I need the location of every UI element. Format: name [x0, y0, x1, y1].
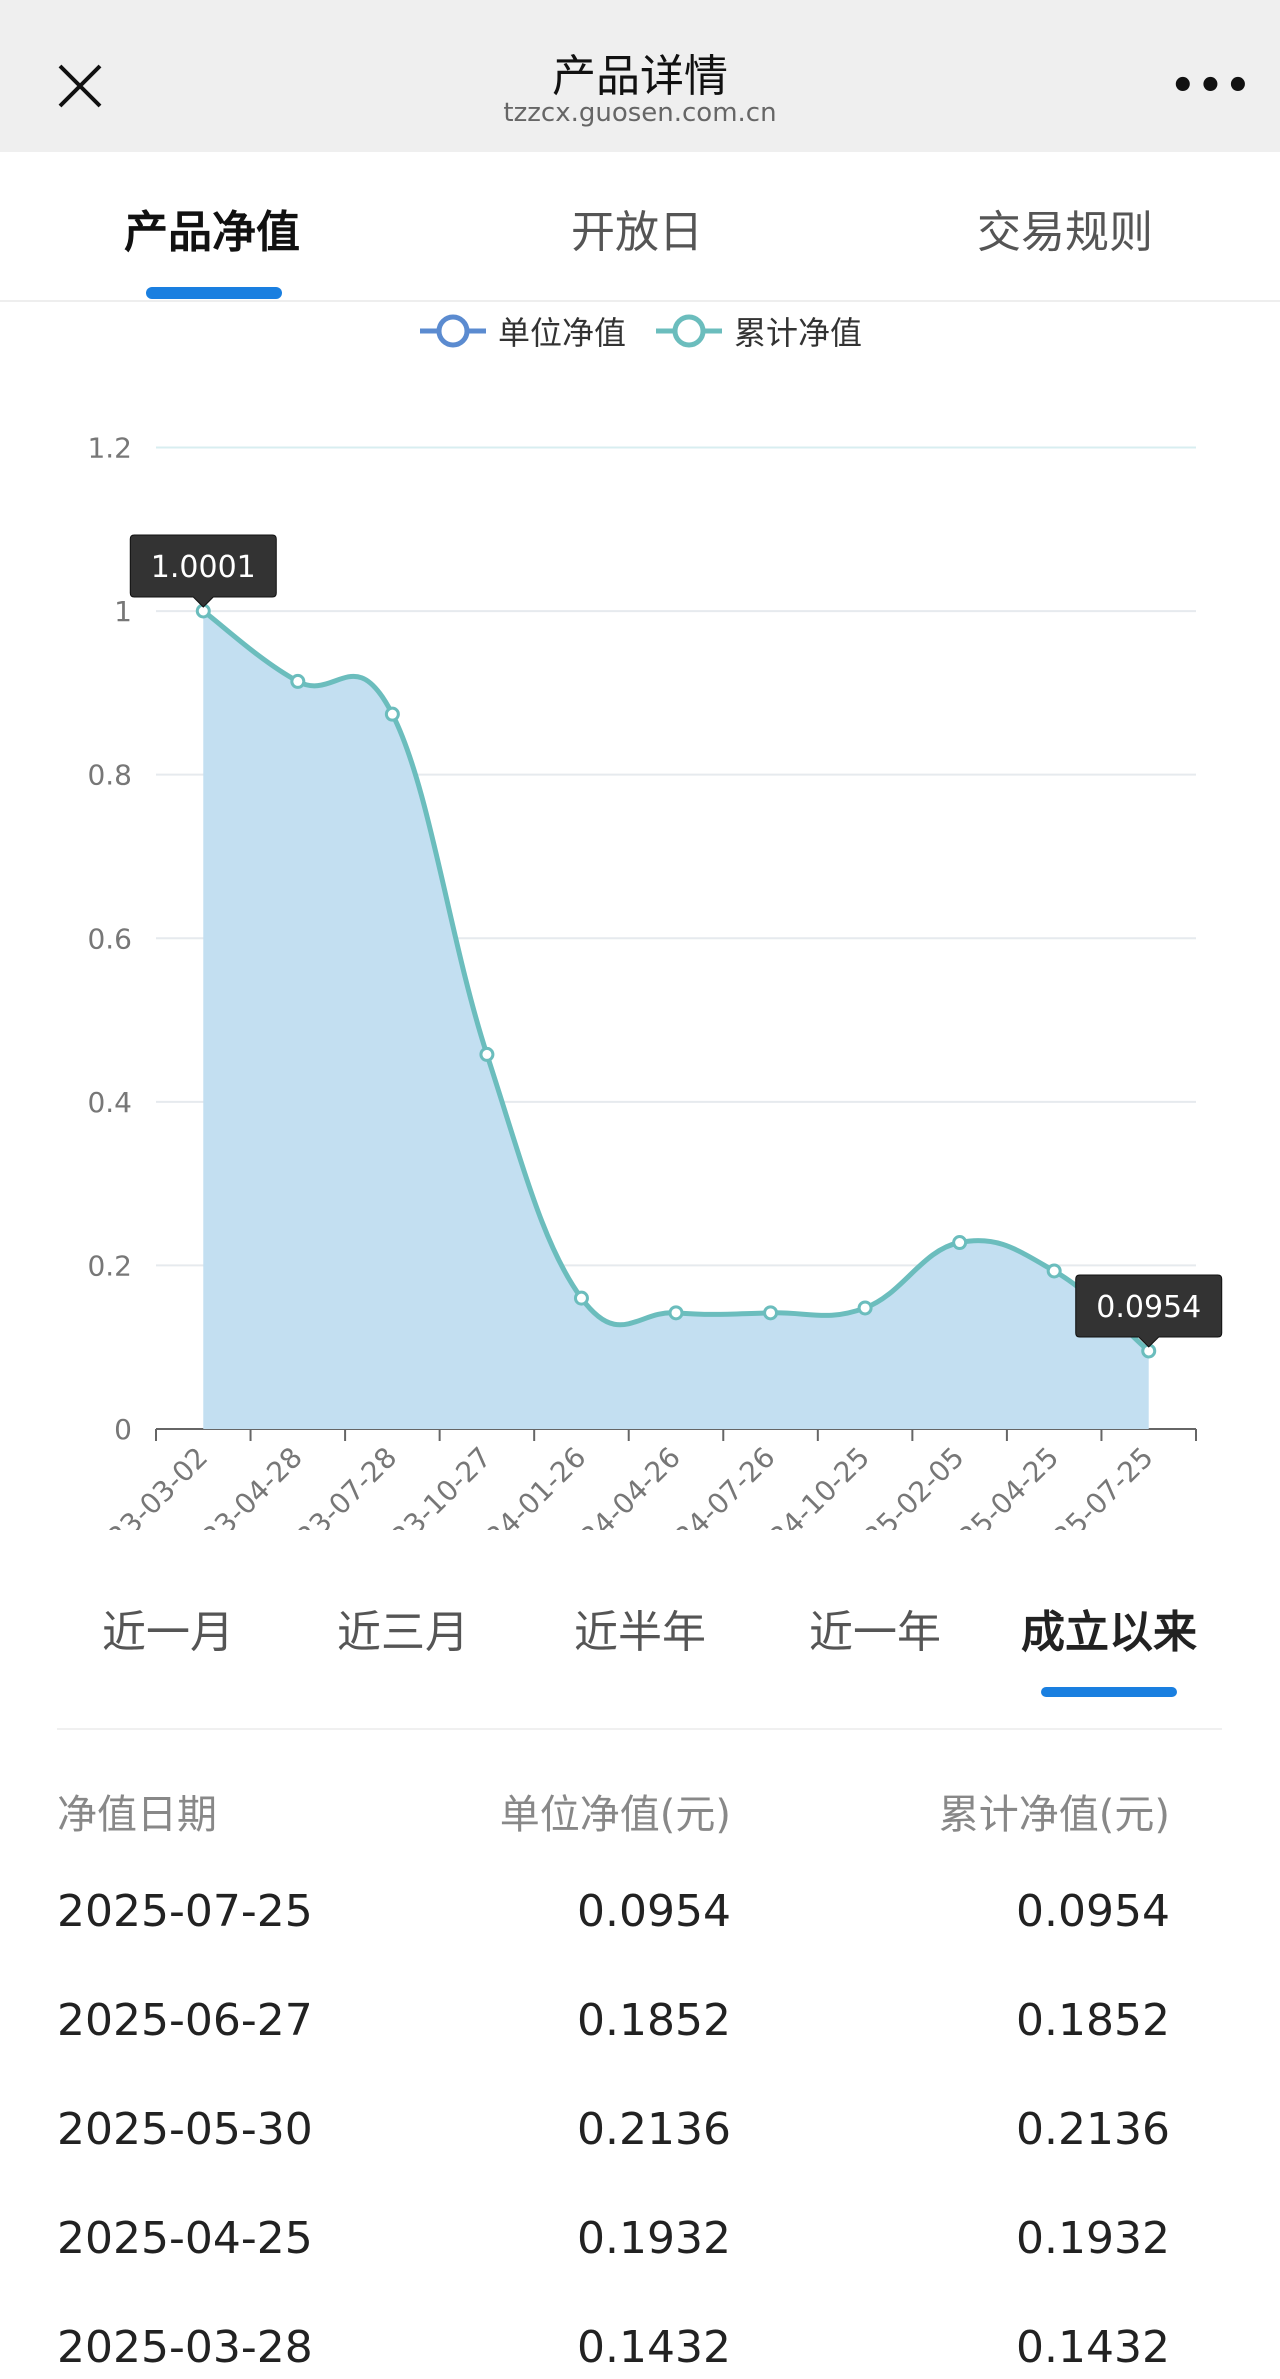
chart-legend: 单位净值 累计净值 [0, 308, 1280, 354]
data-point [857, 1300, 873, 1316]
x-tick-label: 23-04-28 [196, 1441, 309, 1530]
more-icon[interactable]: ••• [1170, 63, 1253, 109]
period-tab-3m[interactable]: 近三月 [337, 1607, 469, 1658]
period-tab-6m[interactable]: 近半年 [574, 1607, 706, 1658]
y-tick-label: 0.6 [87, 922, 132, 955]
cell-cumulative-nav: 0.1932 [1016, 2213, 1170, 2264]
series-line-cumulative-nav [201, 608, 1151, 1353]
tooltip-box [1075, 1274, 1223, 1348]
active-tab-indicator [146, 287, 282, 299]
y-tick-label: 1.2 [87, 432, 132, 465]
tooltip-box [129, 534, 277, 608]
cell-date: 2025-07-25 [57, 1886, 313, 1937]
y-tick-label: 0 [114, 1413, 132, 1446]
cell-date: 2025-03-28 [57, 2322, 313, 2373]
tab-trading-rules[interactable]: 交易规则 [977, 207, 1153, 258]
x-tick-label: 24-04-26 [574, 1441, 687, 1530]
nav-chart: 0 0.2 0.4 0.6 0.8 1 1.2 23-03-0223-04-2823-07-2… [87, 432, 1223, 1530]
x-tick-label: 24-07-26 [668, 1441, 781, 1530]
cell-unit-nav: 0.1932 [577, 2213, 731, 2264]
x-tick-label: 25-04-25 [952, 1441, 1065, 1530]
title-bar [0, 0, 1280, 152]
cell-cumulative-nav: 0.0954 [1016, 1886, 1170, 1937]
area-fill [203, 611, 1149, 1429]
tab-open-day[interactable]: 开放日 [571, 207, 703, 258]
x-tick-label: 24-01-26 [479, 1441, 592, 1530]
x-tick-label: 24-10-25 [763, 1441, 876, 1530]
cell-cumulative-nav: 0.1432 [1016, 2322, 1170, 2373]
legend-label: 累计净值 [734, 314, 863, 352]
cell-date: 2025-06-27 [57, 1995, 313, 2046]
x-tick-label: 25-07-25 [1046, 1441, 1159, 1530]
data-point [479, 1046, 495, 1062]
divider [57, 1728, 1222, 1730]
tooltip-label: 1.0001 [151, 550, 256, 585]
close-icon[interactable] [56, 62, 104, 110]
cell-unit-nav: 0.0954 [577, 1886, 731, 1937]
y-tick-label: 0.4 [87, 1086, 132, 1119]
cell-date: 2025-05-30 [57, 2104, 313, 2155]
tooltip-label: 0.0954 [1096, 1290, 1201, 1325]
tab-product-nav[interactable]: 产品净值 [124, 207, 300, 258]
legend-unit-nav-icon [419, 314, 486, 348]
active-period-indicator [1041, 1687, 1177, 1697]
y-tick-label: 0.8 [87, 759, 132, 792]
data-point [763, 1305, 779, 1321]
data-point [290, 673, 306, 689]
data-point [668, 1305, 684, 1321]
legend-item-unit-nav[interactable]: 单位净值 [418, 308, 626, 354]
column-header-date: 净值日期 [57, 1792, 217, 1838]
cell-unit-nav: 0.2136 [577, 2104, 731, 2155]
cell-cumulative-nav: 0.1852 [1016, 1995, 1170, 2046]
x-tick-label: 25-02-05 [857, 1441, 970, 1530]
cell-unit-nav: 0.1852 [577, 1995, 731, 2046]
legend-cumulative-nav-icon [656, 314, 722, 348]
y-tick-label: 0.2 [87, 1249, 132, 1282]
y-tick-label: 1 [114, 595, 132, 628]
legend-label: 单位净值 [497, 314, 626, 352]
period-tab-1m[interactable]: 近一月 [102, 1607, 234, 1658]
cell-unit-nav: 0.1432 [577, 2322, 731, 2373]
legend-item-cumulative-nav[interactable]: 累计净值 [654, 308, 862, 354]
page-url: tzzcx.guosen.com.cn [503, 98, 777, 128]
data-point [952, 1235, 968, 1251]
page-title: 产品详情 [552, 51, 728, 102]
x-tick-label: 23-07-28 [290, 1441, 403, 1530]
data-point [384, 706, 400, 722]
data-point [573, 1290, 589, 1306]
data-point [1046, 1263, 1062, 1279]
period-tab-1y[interactable]: 近一年 [809, 1607, 941, 1658]
period-tab-since-inception[interactable]: 成立以来 [1021, 1607, 1197, 1658]
x-tick-label: 23-10-27 [385, 1441, 498, 1530]
cell-date: 2025-04-25 [57, 2213, 313, 2264]
divider [0, 300, 1280, 302]
cell-cumulative-nav: 0.2136 [1016, 2104, 1170, 2155]
column-header-unit-nav: 单位净值(元) [499, 1792, 731, 1838]
x-tick-label: 23-03-02 [101, 1441, 214, 1530]
column-header-cumulative-nav: 累计净值(元) [938, 1792, 1170, 1838]
